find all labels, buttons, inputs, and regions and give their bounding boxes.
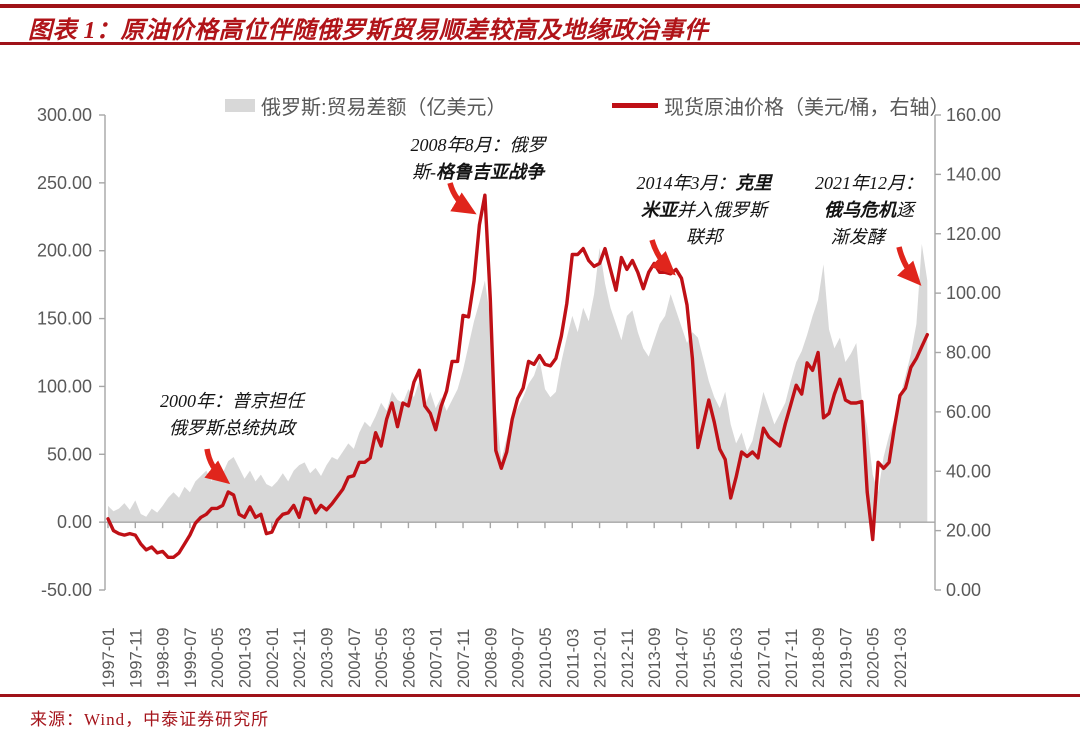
x-axis-tick-label: 1997-01 (100, 627, 118, 688)
x-axis-tick-label: 2020-05 (865, 627, 883, 688)
oil-price-swatch (612, 102, 658, 108)
x-axis-tick-label: 2000-05 (209, 627, 227, 688)
left-axis-tick-label: 0.00 (57, 512, 92, 532)
x-axis-tick-label: 1997-11 (127, 629, 145, 688)
x-axis-tick-label: 2012-11 (619, 629, 637, 688)
left-axis-tick-label: 100.00 (37, 376, 92, 396)
x-axis-tick-label: 2006-03 (400, 627, 418, 688)
annotation-line: 2000年：普京担任 (160, 391, 304, 411)
right-axis-tick-label: 60.00 (946, 402, 991, 422)
legend-item-oil-price: 现货原油价格（美元/桶，右轴） (612, 92, 950, 119)
right-axis-tick-label: 160.00 (946, 105, 1001, 125)
left-axis-tick-label: -50.00 (41, 580, 92, 600)
x-axis-tick-label: 2007-01 (428, 627, 446, 688)
x-axis-tick-label: 2019-07 (837, 627, 855, 688)
x-axis-tick-label: 1998-09 (155, 627, 173, 688)
left-axis-tick-label: 250.00 (37, 173, 92, 193)
page-title: 图表 1：原油价格高位伴随俄罗斯贸易顺差较高及地缘政治事件 (28, 18, 709, 44)
annotation-line: 斯-格鲁吉亚战争 (412, 162, 544, 182)
annotation-line: 米亚并入俄罗斯 (641, 200, 767, 220)
annotation-arrow-ukraine-2021 (896, 246, 922, 286)
annotation-line: 渐发酵 (830, 227, 908, 247)
x-axis-tick-label: 2011-03 (564, 629, 582, 688)
legend-item-trade-balance: 俄罗斯:贸易差额（亿美元） (225, 92, 507, 119)
x-axis-tick-label: 2003-09 (318, 627, 336, 688)
annotation-putin-2000: 2000年：普京担任 俄罗斯总统执政 (160, 388, 304, 442)
legend: 俄罗斯:贸易差额（亿美元） 现货原油价格（美元/桶，右轴） (0, 92, 1080, 119)
annotation-line: 联邦 (686, 227, 722, 247)
right-axis-tick-label: 120.00 (946, 224, 1001, 244)
x-axis-tick-label: 1999-07 (182, 627, 200, 688)
annotation-arrow-putin-2000 (204, 448, 231, 485)
right-axis-tick-label: 80.00 (946, 343, 991, 363)
x-axis-tick-label: 2010-05 (537, 627, 555, 688)
left-axis-tick-label: 50.00 (47, 444, 92, 464)
annotation-line: 俄罗斯总统执政 (169, 418, 295, 438)
right-axis-tick-label: 0.00 (946, 580, 981, 600)
x-axis-tick-label: 2021-03 (892, 627, 910, 688)
footer-rule (0, 694, 1080, 697)
left-axis-tick-label: 150.00 (37, 309, 92, 329)
x-axis-tick-label: 2008-09 (482, 627, 500, 688)
annotation-arrow-crimea-2014 (649, 239, 676, 276)
right-axis-tick-label: 100.00 (946, 283, 1001, 303)
annotation-crimea-2014: 2014年3月：克里 米亚并入俄罗斯 联邦 (637, 170, 772, 251)
x-axis-tick-label: 2015-05 (701, 627, 719, 688)
left-axis-tick-label: 300.00 (37, 105, 92, 125)
oil-price-line (106, 193, 929, 559)
x-axis-tick-label: 2012-01 (592, 627, 610, 688)
x-axis-tick-label: 2013-09 (646, 627, 664, 688)
annotation-line: 2008年8月：俄罗 (410, 135, 546, 155)
top-rule (0, 4, 1080, 8)
legend-label-trade-balance: 俄罗斯:贸易差额（亿美元） (261, 96, 507, 119)
title-bottom-rule (0, 42, 1080, 45)
legend-label-oil-price: 现货原油价格（美元/桶，右轴） (664, 96, 950, 119)
x-axis-tick-label: 2007-11 (455, 629, 473, 688)
x-axis-tick-label: 2002-11 (291, 629, 309, 688)
annotation-line: 2021年12月： (815, 173, 923, 193)
x-axis-tick-label: 2005-05 (373, 627, 391, 688)
annotation-ukraine-2021: 2021年12月： 俄乌危机逐渐发酵 (815, 170, 923, 251)
source-note: 来源：Wind，中泰证券研究所 (30, 710, 270, 729)
x-axis-tick-label: 2017-11 (783, 629, 801, 688)
x-axis-tick-label: 2004-07 (346, 627, 364, 688)
x-axis-tick-label: 2014-07 (674, 627, 692, 688)
annotation-georgia-2008: 2008年8月：俄罗 斯-格鲁吉亚战争 (411, 132, 546, 186)
left-axis-tick-label: 200.00 (37, 241, 92, 261)
right-axis-tick-label: 140.00 (946, 164, 1001, 184)
x-axis-tick-label: 2017-01 (755, 627, 773, 688)
trade-balance-swatch (225, 98, 255, 112)
x-axis-tick-label: 2001-03 (237, 627, 255, 688)
x-axis-tick-label: 2016-03 (728, 627, 746, 688)
annotation-line: 俄乌危机逐 (824, 200, 914, 220)
x-axis-tick-label: 2002-01 (264, 627, 282, 688)
annotation-arrow-georgia-2008 (447, 182, 477, 215)
x-axis-tick-label: 2009-07 (510, 627, 528, 688)
annotation-line: 2014年3月：克里 (636, 173, 772, 193)
right-axis-tick-label: 40.00 (946, 461, 991, 481)
x-axis-tick-label: 2018-09 (810, 627, 828, 688)
right-axis-tick-label: 20.00 (946, 521, 991, 541)
